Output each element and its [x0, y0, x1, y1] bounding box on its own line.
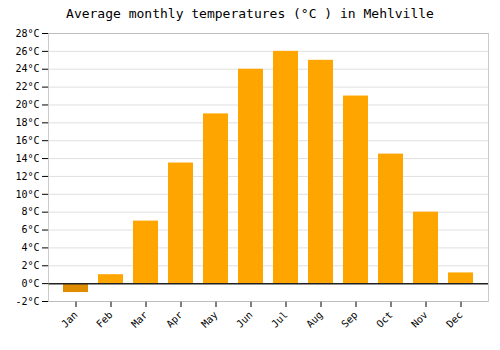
svg-text:28°C: 28°C: [15, 28, 39, 39]
svg-text:24°C: 24°C: [15, 63, 39, 74]
svg-text:Feb: Feb: [94, 309, 115, 330]
svg-text:Mar: Mar: [129, 309, 150, 330]
svg-text:Jul: Jul: [269, 309, 290, 330]
svg-text:Jun: Jun: [234, 309, 255, 330]
svg-text:14°C: 14°C: [15, 153, 39, 164]
svg-text:0°C: 0°C: [21, 278, 39, 289]
svg-text:Oct: Oct: [374, 309, 395, 330]
svg-text:16°C: 16°C: [15, 135, 39, 146]
svg-text:22°C: 22°C: [15, 81, 39, 92]
svg-text:8°C: 8°C: [21, 206, 39, 217]
svg-text:12°C: 12°C: [15, 171, 39, 182]
svg-text:Aug: Aug: [304, 309, 325, 330]
svg-text:May: May: [199, 309, 220, 330]
svg-text:18°C: 18°C: [15, 117, 39, 128]
svg-text:6°C: 6°C: [21, 224, 39, 235]
svg-text:-2°C: -2°C: [15, 296, 39, 307]
svg-text:2°C: 2°C: [21, 260, 39, 271]
svg-text:26°C: 26°C: [15, 46, 39, 57]
svg-text:Sep: Sep: [339, 309, 360, 330]
svg-text:Apr: Apr: [164, 309, 185, 330]
svg-text:Nov: Nov: [409, 309, 430, 330]
svg-text:10°C: 10°C: [15, 189, 39, 200]
svg-text:4°C: 4°C: [21, 242, 39, 253]
svg-text:20°C: 20°C: [15, 99, 39, 110]
html-text:Average monthly temperatures (: Average monthly temperatures (°C ) in Me…: [66, 6, 434, 21]
svg-text:Dec: Dec: [444, 309, 465, 330]
svg-text:Jan: Jan: [59, 309, 80, 330]
